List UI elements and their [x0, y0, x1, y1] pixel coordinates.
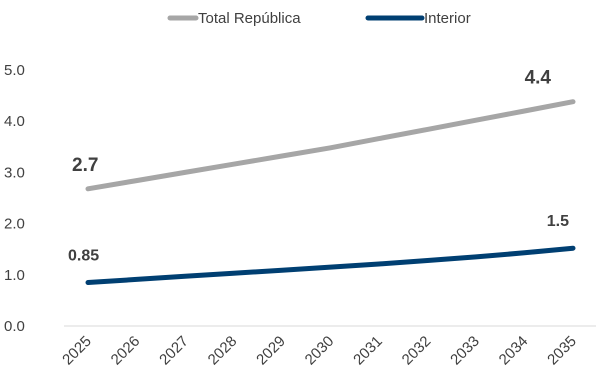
legend: Total República Interior [167, 10, 471, 27]
x-tick-label: 2025 [59, 333, 95, 369]
legend-label: Total República [198, 10, 301, 27]
x-tick-label: 2035 [544, 333, 580, 369]
data-label: 0.85 [68, 247, 99, 264]
series-line [85, 245, 576, 285]
y-tick-label: 0.0 [4, 318, 25, 335]
y-tick-label: 4.0 [4, 113, 25, 130]
x-tick-label: 2030 [302, 333, 338, 369]
x-tick-label: 2028 [205, 333, 241, 369]
x-tick-label: 2026 [108, 333, 144, 369]
data-label: 2.7 [72, 155, 98, 176]
y-axis: 0.0 1.0 2.0 3.0 4.0 5.0 [4, 62, 25, 335]
series-group [85, 99, 576, 285]
y-tick-label: 3.0 [4, 164, 25, 181]
data-labels: 2.7 4.4 0.85 1.5 [68, 68, 569, 265]
x-tick-label: 2033 [447, 333, 483, 369]
data-label: 1.5 [547, 213, 569, 230]
x-tick-label: 2029 [253, 333, 289, 369]
legend-label: Interior [424, 10, 471, 27]
x-tick-label: 2032 [399, 333, 435, 369]
y-tick-label: 5.0 [4, 62, 25, 79]
series-line [85, 99, 576, 192]
x-tick-label: 2027 [156, 333, 192, 369]
y-tick-label: 1.0 [4, 267, 25, 284]
x-axis: 2025 2026 2027 2028 2029 2030 2031 2032 2033 2034… [59, 333, 580, 369]
y-tick-label: 2.0 [4, 216, 25, 233]
x-tick-label: 2031 [350, 333, 386, 369]
x-tick-label: 2034 [496, 333, 532, 369]
data-label: 4.4 [525, 68, 552, 89]
